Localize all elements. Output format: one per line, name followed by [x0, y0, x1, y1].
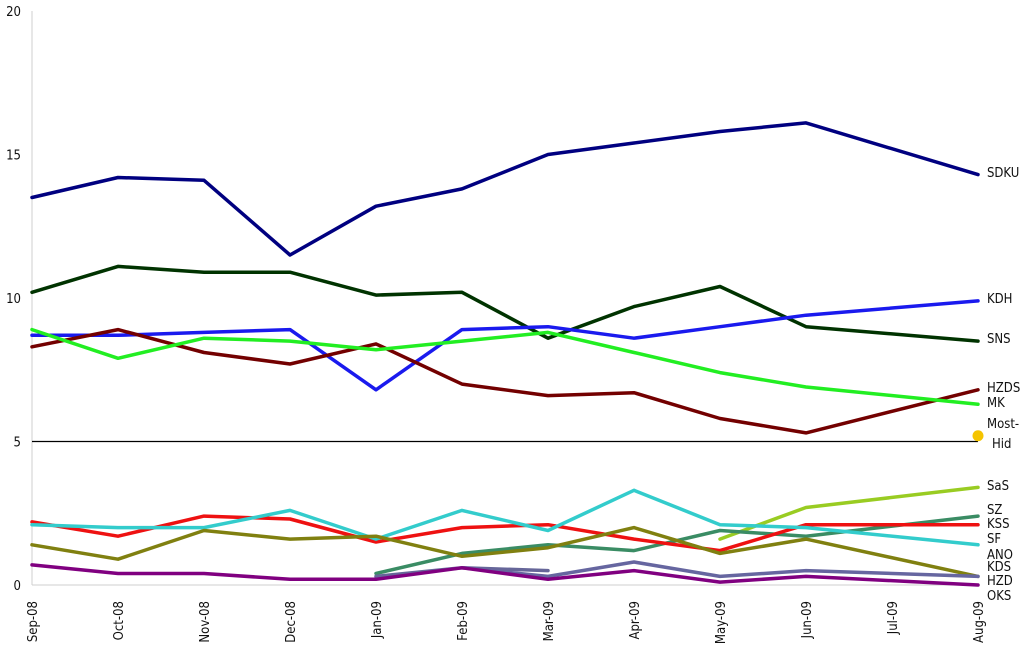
- series-point-most-hid: [972, 430, 984, 442]
- series-label-sf: SF: [987, 532, 1001, 547]
- series-label-mk: MK: [987, 396, 1005, 411]
- x-tick-label: Dec-08: [284, 601, 299, 643]
- series-label-sas: SaS: [987, 479, 1009, 494]
- series-line-mk: [30, 327, 980, 406]
- x-tick-label: Sep-08: [26, 601, 41, 642]
- series-label-kss: KSS: [987, 517, 1010, 532]
- y-tick-label: 10: [6, 292, 21, 307]
- y-tick-label: 20: [6, 5, 21, 20]
- y-tick-label: 0: [14, 579, 21, 594]
- series-line-ano: [30, 525, 980, 579]
- x-tick-label: Oct-08: [112, 601, 127, 640]
- series-label-oks: OKS: [987, 589, 1011, 604]
- series-lines: [30, 121, 984, 587]
- series-label-hzds: HZDS: [987, 381, 1020, 396]
- series-label-sz: SZ: [987, 503, 1002, 518]
- x-tick-label: Feb-09: [456, 601, 471, 641]
- series-label-hzd: HZD: [987, 574, 1013, 589]
- series-label-kds: KDS: [987, 560, 1011, 575]
- x-tick-label: Jan-09: [370, 601, 385, 639]
- series-label-ano: ANO: [987, 548, 1013, 563]
- series-label-sns: SNS: [987, 332, 1011, 347]
- series-label-most-hid: Most-: [987, 417, 1019, 432]
- series-label-sdku: SDKU: [987, 166, 1019, 181]
- series-line-sdku: [30, 121, 980, 257]
- y-tick-label: 15: [6, 149, 21, 164]
- x-tick-label: Apr-09: [628, 601, 643, 640]
- x-tick-label: Mar-09: [542, 601, 557, 641]
- x-tick-label: May-09: [714, 601, 729, 644]
- x-tick-label: Jul-09: [886, 601, 901, 635]
- series-line-kss: [30, 514, 980, 553]
- series-line-sz: [374, 514, 980, 576]
- series-label-most-hid: Hid: [992, 437, 1011, 452]
- y-tick-label: 5: [14, 436, 21, 451]
- x-tick-label: Nov-08: [198, 601, 213, 643]
- chart-axes: 0 5 10 15 20 Sep-08 Oct-08 Nov-08 Dec-08 Jan-09 Fe…: [6, 5, 987, 644]
- series-line-hzd: [460, 560, 980, 579]
- series-line-kdh: [30, 299, 980, 392]
- series-label-kdh: KDH: [987, 292, 1012, 307]
- x-tick-label: Aug-09: [972, 601, 987, 643]
- series-line-oks: [30, 563, 980, 587]
- series-line-sns: [30, 264, 980, 343]
- series-line-sas: [718, 485, 980, 541]
- x-tick-label: Jun-09: [800, 601, 815, 639]
- series-line-sf: [30, 488, 980, 547]
